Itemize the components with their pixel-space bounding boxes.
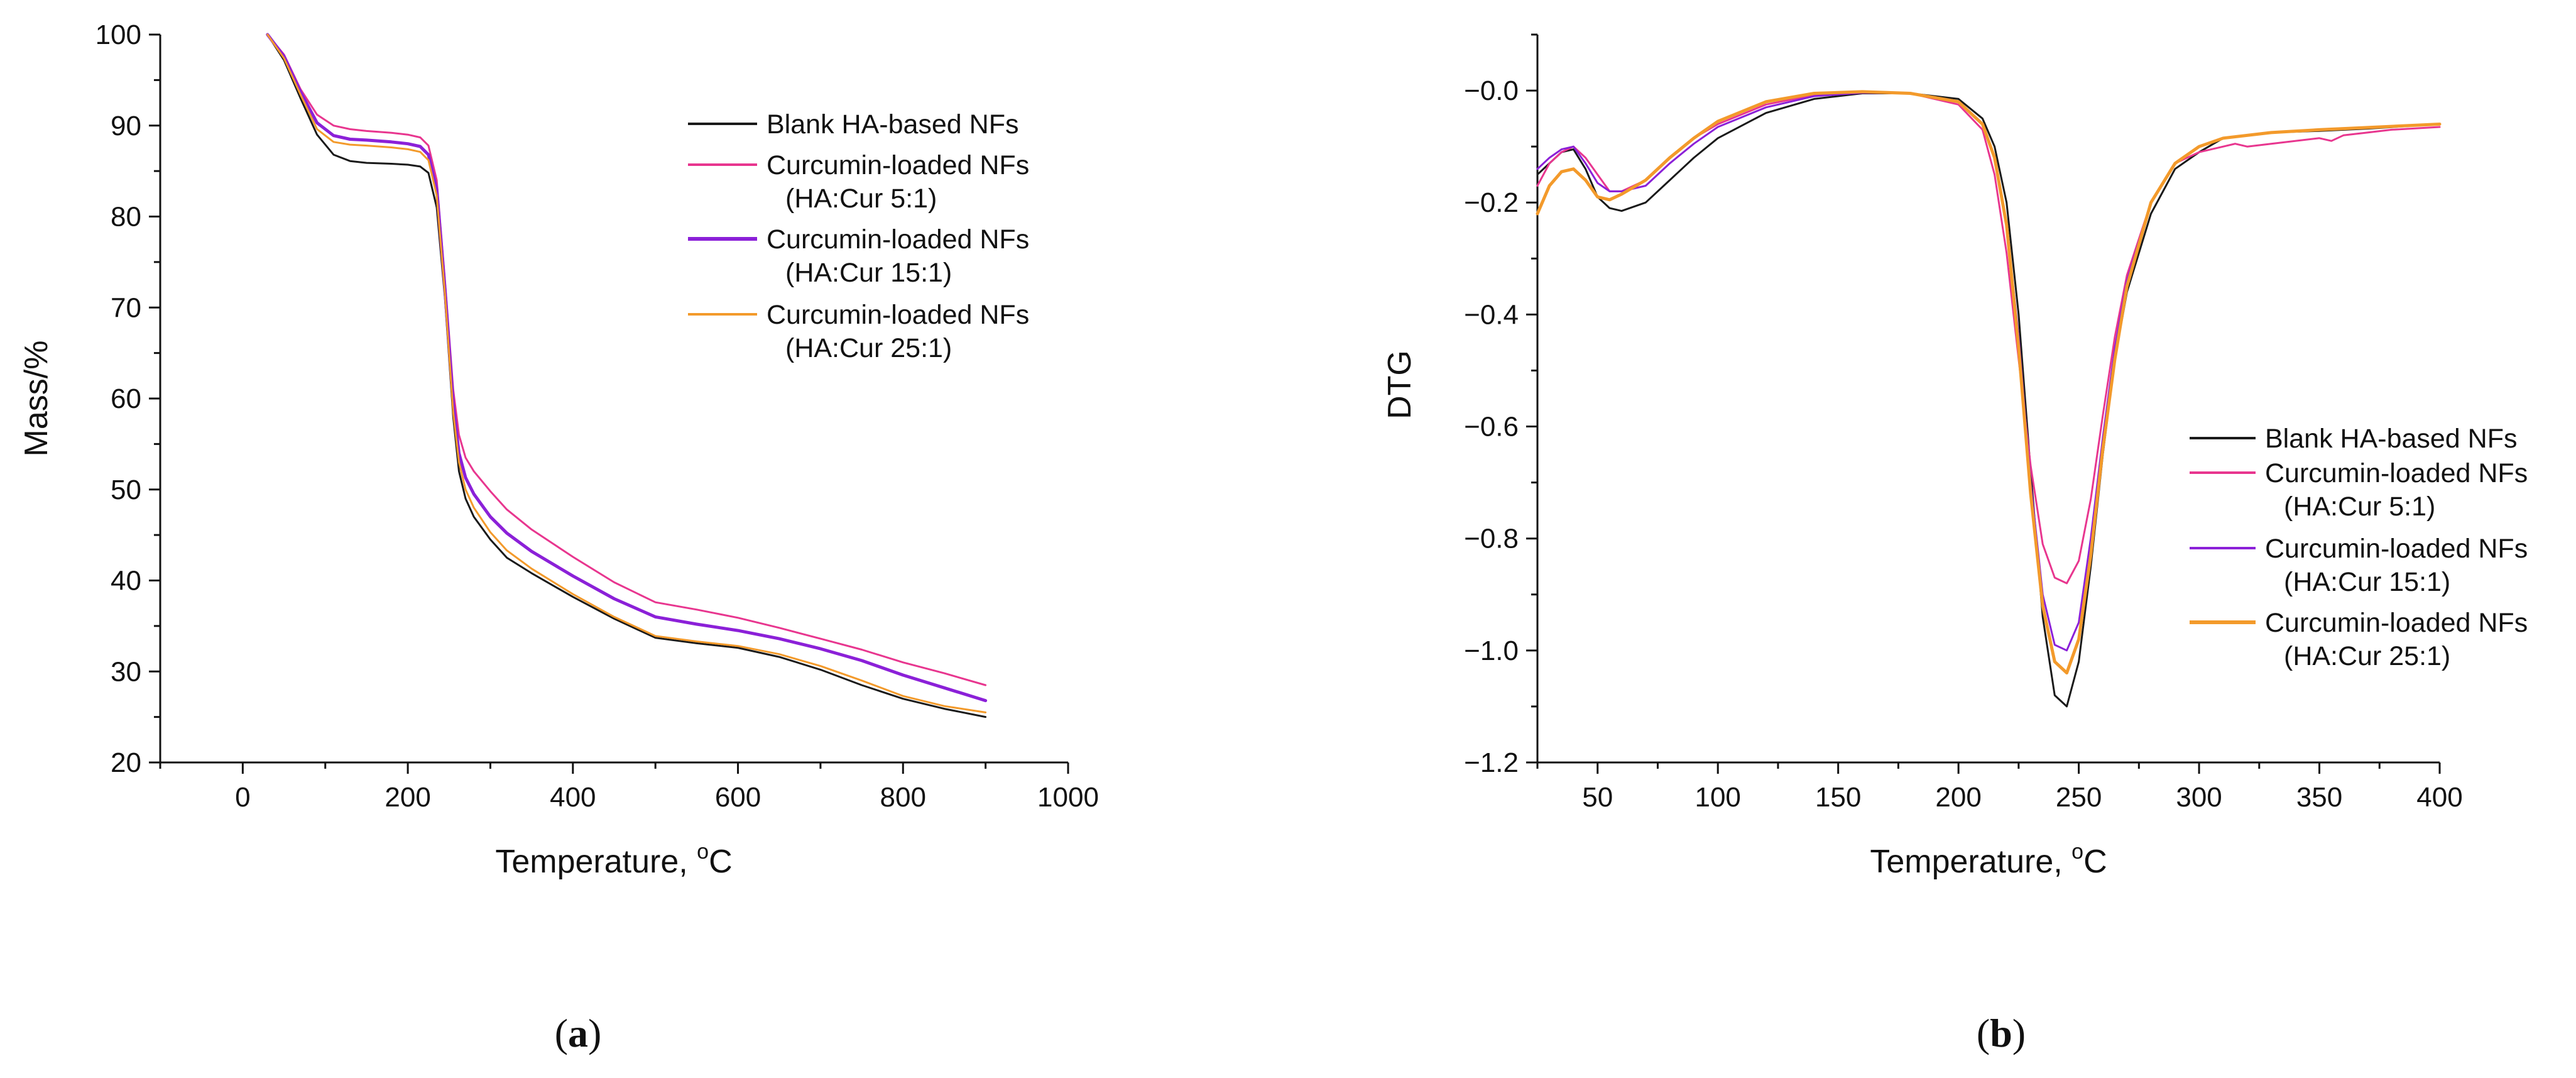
panel-a-x-tick-label: 0 bbox=[235, 782, 250, 813]
panel-b-legend: Blank HA-based NFs Curcumin-loaded NFs (… bbox=[2190, 424, 2528, 671]
panel-a-y-tick-label: 70 bbox=[111, 292, 141, 323]
legend-b-label-blank: Blank HA-based NFs bbox=[2265, 424, 2518, 454]
panel-b-x-tick-label: 50 bbox=[1582, 782, 1613, 813]
panel-b-caption: (b) bbox=[1977, 1011, 2026, 1055]
panel-a-y-tick-label: 100 bbox=[96, 19, 141, 50]
panel-a-y-tick-label: 90 bbox=[111, 111, 141, 141]
panel-b-x-tick-label: 400 bbox=[2416, 782, 2462, 813]
panel-b-x-tick-label: 250 bbox=[2056, 782, 2102, 813]
legend-b-label-cur-15-1-ratio: (HA:Cur 15:1) bbox=[2284, 567, 2450, 597]
legend-a-label-cur-5-1-ratio: (HA:Cur 5:1) bbox=[785, 184, 937, 214]
panel-a-y-tick-label: 50 bbox=[111, 475, 141, 505]
legend-a-label-cur-5-1: Curcumin-loaded NFs bbox=[767, 150, 1029, 180]
panel-a-ticks: 0 200 400 600 800 1000 20 30 40 50 60 70 80 90 100 bbox=[96, 19, 1099, 813]
panel-b-y-tick-label: −1.2 bbox=[1464, 747, 1519, 778]
panel-a-y-tick-label: 30 bbox=[111, 656, 141, 687]
panel-a-x-axis-title: Temperature, oC bbox=[495, 840, 732, 880]
panel-b-x-tick-label: 350 bbox=[2296, 782, 2342, 813]
panel-a-caption: (a) bbox=[555, 1011, 602, 1055]
panel-b-y-tick-label: −0.8 bbox=[1464, 524, 1519, 554]
legend-a-label-blank: Blank HA-based NFs bbox=[767, 109, 1019, 140]
legend-a-label-cur-15-1-ratio: (HA:Cur 15:1) bbox=[785, 258, 952, 288]
panel-a-x-tick-label: 600 bbox=[715, 782, 761, 813]
panel-a-x-tick-label: 400 bbox=[550, 782, 596, 813]
panel-b-series-line-blank bbox=[1536, 92, 2441, 708]
panel-a-y-axis-title: Mass/% bbox=[18, 341, 55, 457]
panel-a-x-tick-label: 800 bbox=[880, 782, 926, 813]
panel-a-x-tick-label: 200 bbox=[385, 782, 430, 813]
panel-b-y-tick-label: −1.0 bbox=[1464, 635, 1519, 666]
panel-b-ticks: 50 100 150 200 250 300 350 400 −1.2 −1.0 −0.8 −0.6 −… bbox=[1464, 33, 2463, 813]
panel-a-mass-plot: 0 200 400 600 800 1000 20 30 40 50 60 70 80 90 100 Tem… bbox=[18, 19, 1099, 1055]
legend-a-label-cur-25-1-ratio: (HA:Cur 25:1) bbox=[785, 333, 952, 363]
panel-b-series bbox=[1536, 90, 2442, 708]
panel-b-y-axis-title: DTG bbox=[1382, 350, 1418, 419]
panel-b-y-tick-label: −0.4 bbox=[1464, 299, 1519, 330]
legend-b-label-cur-5-1: Curcumin-loaded NFs bbox=[2265, 458, 2528, 488]
panel-a-series-line-cur-5-1 bbox=[266, 33, 987, 686]
legend-b-label-cur-25-1-ratio: (HA:Cur 25:1) bbox=[2284, 641, 2450, 671]
panel-b-y-tick-label: −0.0 bbox=[1464, 75, 1519, 106]
legend-a-label-cur-15-1: Curcumin-loaded NFs bbox=[767, 224, 1029, 255]
legend-a-label-cur-25-1: Curcumin-loaded NFs bbox=[767, 300, 1029, 330]
legend-b-label-cur-15-1: Curcumin-loaded NFs bbox=[2265, 534, 2528, 564]
legend-b-label-cur-25-1: Curcumin-loaded NFs bbox=[2265, 608, 2528, 638]
panel-b-x-axis-title: Temperature, oC bbox=[1870, 840, 2107, 880]
panel-a-series-line-cur-25-1 bbox=[266, 33, 987, 713]
panel-b-dtg-plot: 50 100 150 200 250 300 350 400 −1.2 −1.0 −0.8 −0.6 −… bbox=[1382, 33, 2528, 1055]
panel-a-series-line-cur-15-1 bbox=[266, 33, 988, 703]
panel-b-x-tick-label: 100 bbox=[1695, 782, 1740, 813]
panel-a-legend: Blank HA-based NFs Curcumin-loaded NFs (… bbox=[688, 109, 1029, 363]
panel-b-y-tick-label: −0.2 bbox=[1464, 187, 1519, 218]
panel-b-series-line-cur-25-1 bbox=[1536, 90, 2442, 674]
panel-a-series-line-blank bbox=[266, 33, 987, 718]
panel-a-y-tick-label: 60 bbox=[111, 383, 141, 414]
panel-b-x-tick-label: 300 bbox=[2176, 782, 2222, 813]
panel-a-x-tick-label: 1000 bbox=[1037, 782, 1099, 813]
panel-a-y-tick-label: 80 bbox=[111, 202, 141, 233]
panel-a-y-tick-label: 20 bbox=[111, 747, 141, 778]
panel-b-y-tick-label: −0.6 bbox=[1464, 412, 1519, 443]
panel-a-series bbox=[266, 33, 988, 718]
panel-b-x-tick-label: 200 bbox=[1935, 782, 1981, 813]
panel-b-x-tick-label: 150 bbox=[1815, 782, 1861, 813]
panel-a-y-tick-label: 40 bbox=[111, 566, 141, 597]
legend-b-label-cur-5-1-ratio: (HA:Cur 5:1) bbox=[2284, 492, 2435, 522]
